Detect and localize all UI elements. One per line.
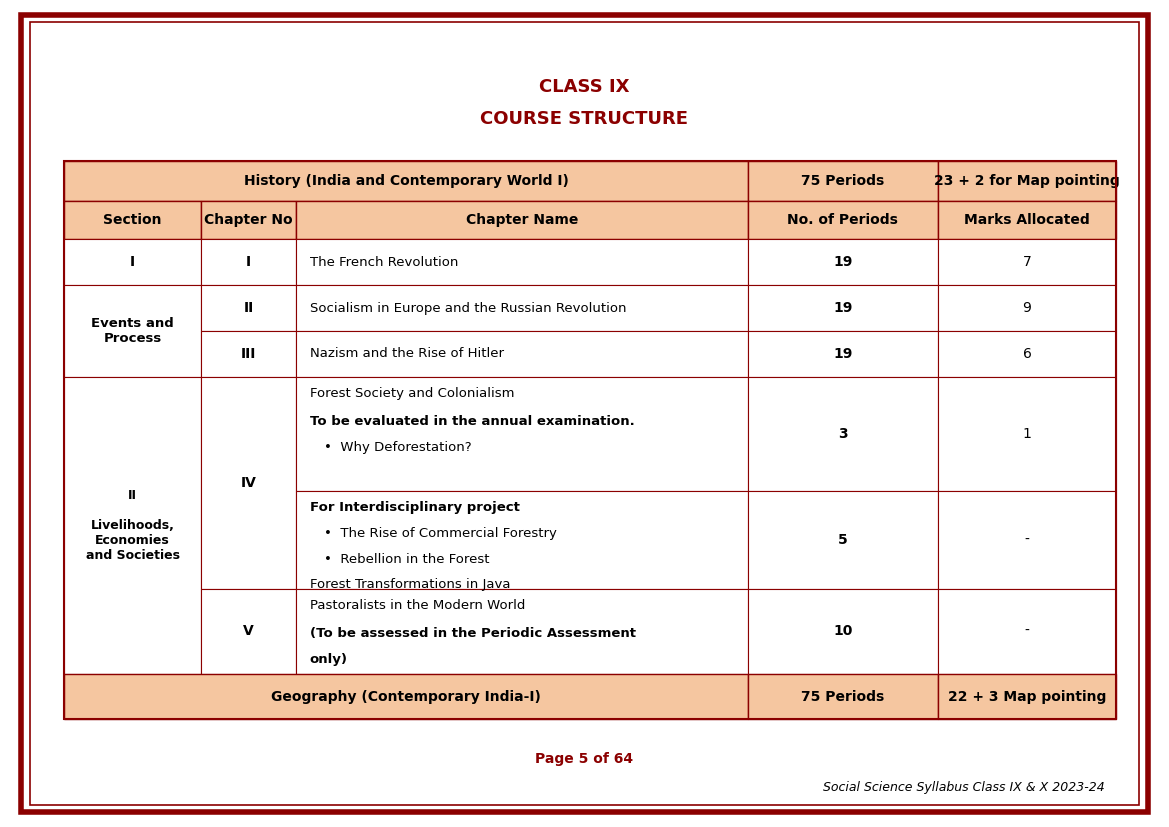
Text: only): only) <box>310 653 348 666</box>
Text: I: I <box>245 256 251 270</box>
Text: 75 Periods: 75 Periods <box>801 690 885 704</box>
Text: -: - <box>1024 624 1030 638</box>
Text: 19: 19 <box>833 301 852 315</box>
Text: V: V <box>243 624 254 638</box>
Bar <box>201 331 296 377</box>
Bar <box>296 202 748 240</box>
Text: Section: Section <box>103 213 162 227</box>
Bar <box>201 285 296 331</box>
Bar <box>938 202 1116 240</box>
Text: (To be assessed in the Periodic Assessment: (To be assessed in the Periodic Assessme… <box>310 627 636 640</box>
Text: 22 + 3 Map pointing: 22 + 3 Map pointing <box>948 690 1106 704</box>
Text: Marks Allocated: Marks Allocated <box>964 213 1090 227</box>
Text: -: - <box>1024 533 1030 547</box>
Text: II: II <box>243 301 254 315</box>
Bar <box>748 285 938 331</box>
Text: Forest Society and Colonialism: Forest Society and Colonialism <box>310 387 514 399</box>
Bar <box>64 161 1116 719</box>
Bar <box>296 285 748 331</box>
Bar <box>748 202 938 240</box>
Text: 19: 19 <box>833 256 852 270</box>
Bar <box>64 285 201 377</box>
Text: No. of Periods: No. of Periods <box>788 213 898 227</box>
Text: •  Why Deforestation?: • Why Deforestation? <box>324 441 471 453</box>
Text: II

Livelihoods,
Economies
and Societies: II Livelihoods, Economies and Societies <box>85 489 180 562</box>
Text: CBSE: CBSE <box>516 397 957 546</box>
Text: 6: 6 <box>1023 347 1031 361</box>
Text: History (India and Contemporary World I): History (India and Contemporary World I) <box>244 174 568 189</box>
Text: 75 Periods: 75 Periods <box>801 174 885 189</box>
Bar <box>296 377 748 491</box>
Bar <box>64 161 748 202</box>
Text: Socialism in Europe and the Russian Revolution: Socialism in Europe and the Russian Revo… <box>310 302 627 314</box>
Text: CLASS IX: CLASS IX <box>539 78 630 96</box>
Text: 5: 5 <box>838 533 848 547</box>
Text: For Interdisciplinary project: For Interdisciplinary project <box>310 501 520 514</box>
Text: IV: IV <box>241 476 256 490</box>
Text: Pastoralists in the Modern World: Pastoralists in the Modern World <box>310 599 525 612</box>
Text: Social Science Syllabus Class IX & X 2023-24: Social Science Syllabus Class IX & X 202… <box>823 781 1105 794</box>
Text: Chapter Name: Chapter Name <box>465 213 579 227</box>
Bar <box>64 674 748 719</box>
Text: 7: 7 <box>1023 256 1031 270</box>
Text: III: III <box>241 347 256 361</box>
Bar <box>938 161 1116 202</box>
Text: Geography (Contemporary India-I): Geography (Contemporary India-I) <box>271 690 541 704</box>
Text: Chapter No: Chapter No <box>205 213 292 227</box>
Text: I: I <box>130 256 136 270</box>
Bar <box>748 331 938 377</box>
Bar <box>748 377 938 491</box>
Text: Events and
Process: Events and Process <box>91 317 174 345</box>
Bar <box>748 491 938 589</box>
Bar <box>296 240 748 285</box>
Bar <box>938 674 1116 719</box>
Bar <box>938 377 1116 491</box>
Text: 10: 10 <box>833 624 852 638</box>
Text: Nazism and the Rise of Hitler: Nazism and the Rise of Hitler <box>310 347 504 361</box>
Bar <box>201 589 296 674</box>
Bar <box>938 331 1116 377</box>
Text: The French Revolution: The French Revolution <box>310 256 458 269</box>
Text: To be evaluated in the annual examination.: To be evaluated in the annual examinatio… <box>310 415 635 428</box>
Text: 19: 19 <box>833 347 852 361</box>
Bar <box>296 491 748 589</box>
Text: 1: 1 <box>1023 427 1031 441</box>
Text: 3: 3 <box>838 427 848 441</box>
Bar <box>64 377 201 674</box>
Bar <box>938 285 1116 331</box>
Bar <box>748 589 938 674</box>
Bar <box>296 589 748 674</box>
Text: •  The Rise of Commercial Forestry: • The Rise of Commercial Forestry <box>324 528 556 541</box>
Text: •  Rebellion in the Forest: • Rebellion in the Forest <box>324 552 490 566</box>
Bar <box>64 240 201 285</box>
Bar <box>748 674 938 719</box>
Bar <box>938 491 1116 589</box>
Bar <box>748 240 938 285</box>
Text: 23 + 2 for Map pointing: 23 + 2 for Map pointing <box>934 174 1120 189</box>
Bar <box>938 240 1116 285</box>
Text: 9: 9 <box>1023 301 1031 315</box>
Text: COURSE STRUCTURE: COURSE STRUCTURE <box>480 110 689 128</box>
Bar <box>201 240 296 285</box>
Text: Page 5 of 64: Page 5 of 64 <box>535 753 634 766</box>
Bar <box>296 331 748 377</box>
Bar <box>64 202 201 240</box>
Bar <box>201 202 296 240</box>
Bar <box>748 161 938 202</box>
Bar <box>201 377 296 589</box>
Text: Forest Transformations in Java: Forest Transformations in Java <box>310 578 511 590</box>
Bar <box>938 589 1116 674</box>
